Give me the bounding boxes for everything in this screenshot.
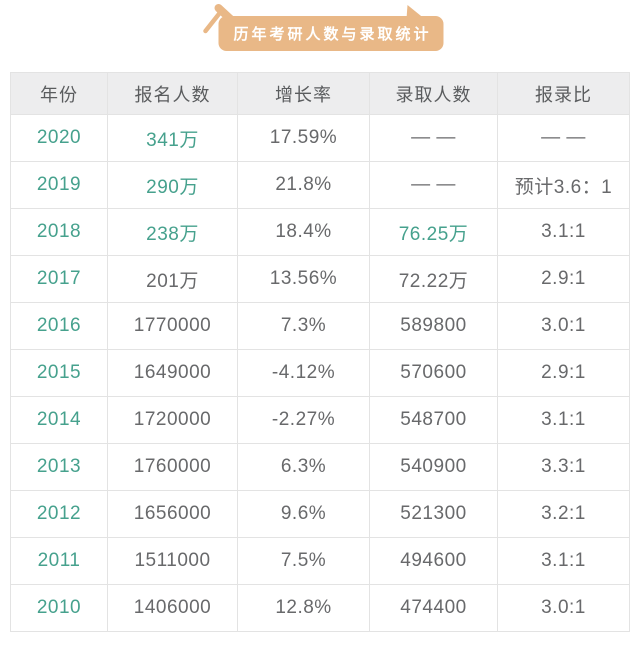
data-cell: 521300 xyxy=(369,490,498,538)
data-cell: -4.12% xyxy=(237,349,370,397)
data-cell: 1511000 xyxy=(107,537,238,585)
data-cell: -2.27% xyxy=(237,396,370,444)
data-cell: 2.9:1 xyxy=(497,349,630,397)
data-cell: 3.3:1 xyxy=(497,443,630,491)
year-cell: 2014 xyxy=(10,396,108,444)
data-cell: 1656000 xyxy=(107,490,238,538)
table-row: 2018 238万 18.4% 76.25万 3.1:1 xyxy=(10,208,630,256)
year-cell: 2017 xyxy=(10,255,108,303)
data-cell: 290万 xyxy=(107,161,238,209)
year-cell: 2018 xyxy=(10,208,108,256)
data-cell: 3.1:1 xyxy=(497,396,630,444)
data-cell: 1649000 xyxy=(107,349,238,397)
table-row: 2011 1511000 7.5% 494600 3.1:1 xyxy=(10,537,630,585)
data-cell: 201万 xyxy=(107,255,238,303)
data-cell: — — xyxy=(369,161,498,209)
data-cell: 570600 xyxy=(369,349,498,397)
year-cell: 2020 xyxy=(10,114,108,162)
data-cell: 72.22万 xyxy=(369,255,498,303)
year-cell: 2010 xyxy=(10,584,108,632)
data-cell: 12.8% xyxy=(237,584,370,632)
data-cell: 1406000 xyxy=(107,584,238,632)
column-header: 报名人数 xyxy=(107,72,238,115)
table-row: 2019 290万 21.8% — — 预计3.6：1 xyxy=(10,161,630,209)
pennant-icon xyxy=(406,5,429,22)
infographic: 历年考研人数与录取统计 年份 报名人数 增长率 录取人数 报录比 2020 341万 17.… xyxy=(0,0,640,632)
year-cell: 2016 xyxy=(10,302,108,350)
data-cell: 341万 xyxy=(107,114,238,162)
data-cell: 548700 xyxy=(369,396,498,444)
table-row: 2010 1406000 12.8% 474400 3.0:1 xyxy=(10,584,630,632)
data-cell: 7.5% xyxy=(237,537,370,585)
data-cell: 540900 xyxy=(369,443,498,491)
table-body: 2020 341万 17.59% — — — —2019 290万 21.8% — — 预计3.… xyxy=(10,114,630,632)
table-head: 年份 报名人数 增长率 录取人数 报录比 xyxy=(10,72,630,115)
data-cell: 3.2:1 xyxy=(497,490,630,538)
year-cell: 2012 xyxy=(10,490,108,538)
table-row: 2016 1770000 7.3% 589800 3.0:1 xyxy=(10,302,630,350)
column-header: 年份 xyxy=(10,72,108,115)
data-cell: 18.4% xyxy=(237,208,370,256)
data-cell: 3.0:1 xyxy=(497,302,630,350)
column-header: 录取人数 xyxy=(369,72,498,115)
year-cell: 2019 xyxy=(10,161,108,209)
data-cell: 预计3.6：1 xyxy=(497,161,630,209)
table-row: 2014 1720000 -2.27% 548700 3.1:1 xyxy=(10,396,630,444)
data-cell: 3.0:1 xyxy=(497,584,630,632)
data-cell: 21.8% xyxy=(237,161,370,209)
data-cell: 3.1:1 xyxy=(497,208,630,256)
table-row: 2012 1656000 9.6% 521300 3.2:1 xyxy=(10,490,630,538)
year-cell: 2013 xyxy=(10,443,108,491)
table-header-row: 年份 报名人数 增长率 录取人数 报录比 xyxy=(10,72,630,115)
page-title: 历年考研人数与录取统计 xyxy=(233,26,432,43)
data-cell: 7.3% xyxy=(237,302,370,350)
data-cell: 474400 xyxy=(369,584,498,632)
data-cell: 589800 xyxy=(369,302,498,350)
column-header: 增长率 xyxy=(237,72,370,115)
table-row: 2017 201万 13.56% 72.22万 2.9:1 xyxy=(10,255,630,303)
stats-table: 年份 报名人数 增长率 录取人数 报录比 2020 341万 17.59% — — — —201… xyxy=(10,72,630,632)
data-cell: 13.56% xyxy=(237,255,370,303)
column-header: 报录比 xyxy=(497,72,630,115)
year-cell: 2011 xyxy=(10,537,108,585)
data-cell: 76.25万 xyxy=(369,208,498,256)
title-badge: 历年考研人数与录取统计 xyxy=(203,4,444,51)
data-cell: 2.9:1 xyxy=(497,255,630,303)
data-cell: 494600 xyxy=(369,537,498,585)
data-cell: 9.6% xyxy=(237,490,370,538)
data-cell: 3.1:1 xyxy=(497,537,630,585)
data-cell: 1720000 xyxy=(107,396,238,444)
data-cell: 17.59% xyxy=(237,114,370,162)
table-row: 2013 1760000 6.3% 540900 3.3:1 xyxy=(10,443,630,491)
year-cell: 2015 xyxy=(10,349,108,397)
table-row: 2015 1649000 -4.12% 570600 2.9:1 xyxy=(10,349,630,397)
table-row: 2020 341万 17.59% — — — — xyxy=(10,114,630,162)
data-cell: — — xyxy=(369,114,498,162)
data-cell: 1760000 xyxy=(107,443,238,491)
data-cell: 238万 xyxy=(107,208,238,256)
header: 历年考研人数与录取统计 xyxy=(0,0,640,72)
data-cell: 1770000 xyxy=(107,302,238,350)
data-cell: 6.3% xyxy=(237,443,370,491)
data-cell: — — xyxy=(497,114,630,162)
gavel-icon xyxy=(203,4,236,34)
